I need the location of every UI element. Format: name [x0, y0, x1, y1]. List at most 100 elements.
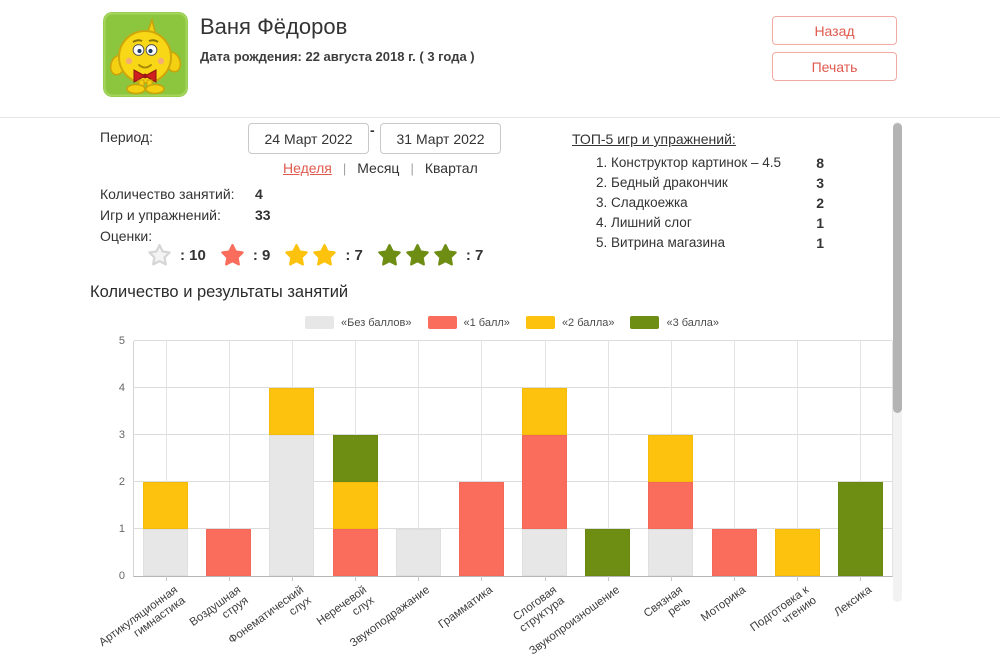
rating-group-1-point: : 9: [219, 242, 271, 269]
back-button[interactable]: Назад: [772, 16, 897, 45]
ratings-row: : 10 : 9 : 7 : 7: [146, 240, 496, 270]
tab-separator: |: [410, 160, 414, 176]
rating-group-no-score: : 10: [146, 242, 206, 269]
lessons-stat: Количество занятий: 4: [100, 186, 400, 202]
tab-week[interactable]: Неделя: [283, 160, 332, 176]
bar-segment: [648, 482, 694, 529]
rating-group-3-points: : 7: [376, 242, 484, 269]
gridline-vertical: [418, 341, 420, 576]
x-axis-tick: [481, 576, 483, 581]
x-axis-tick: [734, 576, 736, 581]
games-value: 33: [255, 207, 271, 223]
x-axis: Артикуляционная гимнастика Воздушная стру…: [97, 577, 891, 657]
legend-item[interactable]: «2 балла»: [525, 316, 614, 329]
star-icon: [406, 243, 429, 266]
scrollbar-thumb[interactable]: [893, 123, 902, 413]
bar-segment: [711, 529, 757, 576]
header-divider: [0, 117, 1000, 118]
top5-item-count: 8: [816, 155, 824, 171]
bar-segment: [522, 388, 568, 435]
tab-quarter[interactable]: Квартал: [424, 160, 478, 176]
top5-item: 3. Сладкоежка 2: [596, 193, 824, 213]
period-label: Период:: [100, 129, 153, 145]
rating-count: : 10: [180, 246, 206, 264]
bar-segment: [143, 529, 189, 576]
legend-item[interactable]: «3 балла»: [630, 316, 719, 329]
top5-item-label: 5. Витрина магазина: [596, 235, 725, 250]
top5-item-count: 3: [816, 175, 824, 191]
x-axis-tick: [228, 576, 230, 581]
bar-segment: [332, 482, 378, 529]
top5-item-count: 1: [816, 235, 824, 251]
gridline-vertical: [797, 341, 799, 576]
lessons-label: Количество занятий:: [100, 186, 235, 202]
tab-separator: |: [342, 160, 347, 176]
bar-segment: [458, 482, 504, 576]
gridline-vertical: [860, 341, 862, 576]
x-axis-tick: [165, 576, 167, 581]
y-axis-label: 2: [118, 476, 125, 488]
y-axis-label: 4: [118, 382, 125, 394]
legend-item[interactable]: «1 балл»: [427, 316, 510, 329]
legend-swatch: [630, 316, 660, 329]
tab-month[interactable]: Месяц: [357, 160, 400, 176]
star-icon: [148, 243, 171, 266]
date-to-input[interactable]: 31 Март 2022: [380, 123, 501, 154]
x-axis-tick: [418, 576, 420, 581]
birthdate-text: Дата рождения: 22 августа 2018 г. ( 3 го…: [200, 49, 475, 64]
star-icon: [221, 243, 244, 266]
bar-segment: [206, 529, 252, 576]
games-stat: Игр и упражнений: 33: [100, 207, 400, 223]
child-avatar-illustration: [103, 12, 188, 97]
bar-segment: [648, 529, 694, 576]
gridline-horizontal: [134, 387, 892, 388]
star-icon: [285, 243, 309, 266]
bar-segment: [143, 482, 189, 529]
gridline-vertical: [607, 341, 609, 576]
top5-item-label: 4. Лишний слог: [596, 215, 692, 230]
print-button[interactable]: Печать: [772, 52, 897, 81]
top5-title: ТОП-5 игр и упражнений:: [572, 131, 736, 147]
x-axis-tick: [291, 576, 293, 581]
scores-label: Оценки:: [100, 228, 153, 244]
scrollbar[interactable]: [893, 122, 902, 602]
top5-item: 5. Витрина магазина 1: [596, 233, 824, 253]
bar-segment: [395, 529, 441, 576]
legend-swatch: [525, 316, 555, 329]
games-label: Игр и упражнений:: [100, 207, 221, 223]
x-axis-tick: [544, 576, 546, 581]
date-range-separator: -: [370, 122, 375, 138]
bar-segment: [648, 435, 694, 482]
y-axis-label: 5: [118, 335, 125, 347]
legend-item[interactable]: «Без баллов»: [304, 316, 412, 329]
rating-count: : 7: [465, 246, 484, 264]
date-from-input[interactable]: 24 Март 2022: [248, 123, 369, 154]
scores-stat: Оценки:: [100, 228, 400, 244]
legend-label: «3 балла»: [666, 316, 719, 329]
gridline-horizontal: [134, 528, 892, 529]
legend-label: «1 балл»: [463, 316, 510, 329]
top5-item-label: 1. Конструктор картинок – 4.5: [596, 155, 782, 170]
y-axis-label: 0: [118, 570, 125, 582]
bar-segment: [585, 529, 631, 576]
gridline-horizontal: [134, 434, 892, 435]
star-icon: [313, 243, 337, 266]
star-icon: [434, 243, 457, 266]
gridline-horizontal: [134, 340, 892, 341]
legend-swatch: [427, 316, 457, 329]
rating-count: : 7: [345, 246, 363, 264]
chart-plot-area: [133, 340, 893, 581]
rating-count: : 9: [252, 246, 271, 264]
legend-swatch: [304, 316, 334, 329]
bar-segment: [332, 529, 378, 576]
bar-segment: [269, 388, 315, 435]
period-tabs: Неделя | Месяц | Квартал: [283, 160, 478, 176]
bar-segment: [522, 529, 568, 576]
legend-label: «Без баллов»: [340, 316, 412, 329]
top5-item: 1. Конструктор картинок – 4.5 8: [596, 153, 824, 173]
x-axis-tick: [670, 576, 672, 581]
bar-segment: [837, 482, 883, 576]
y-axis-label: 3: [118, 429, 125, 441]
top5-item-label: 3. Сладкоежка: [596, 195, 688, 210]
